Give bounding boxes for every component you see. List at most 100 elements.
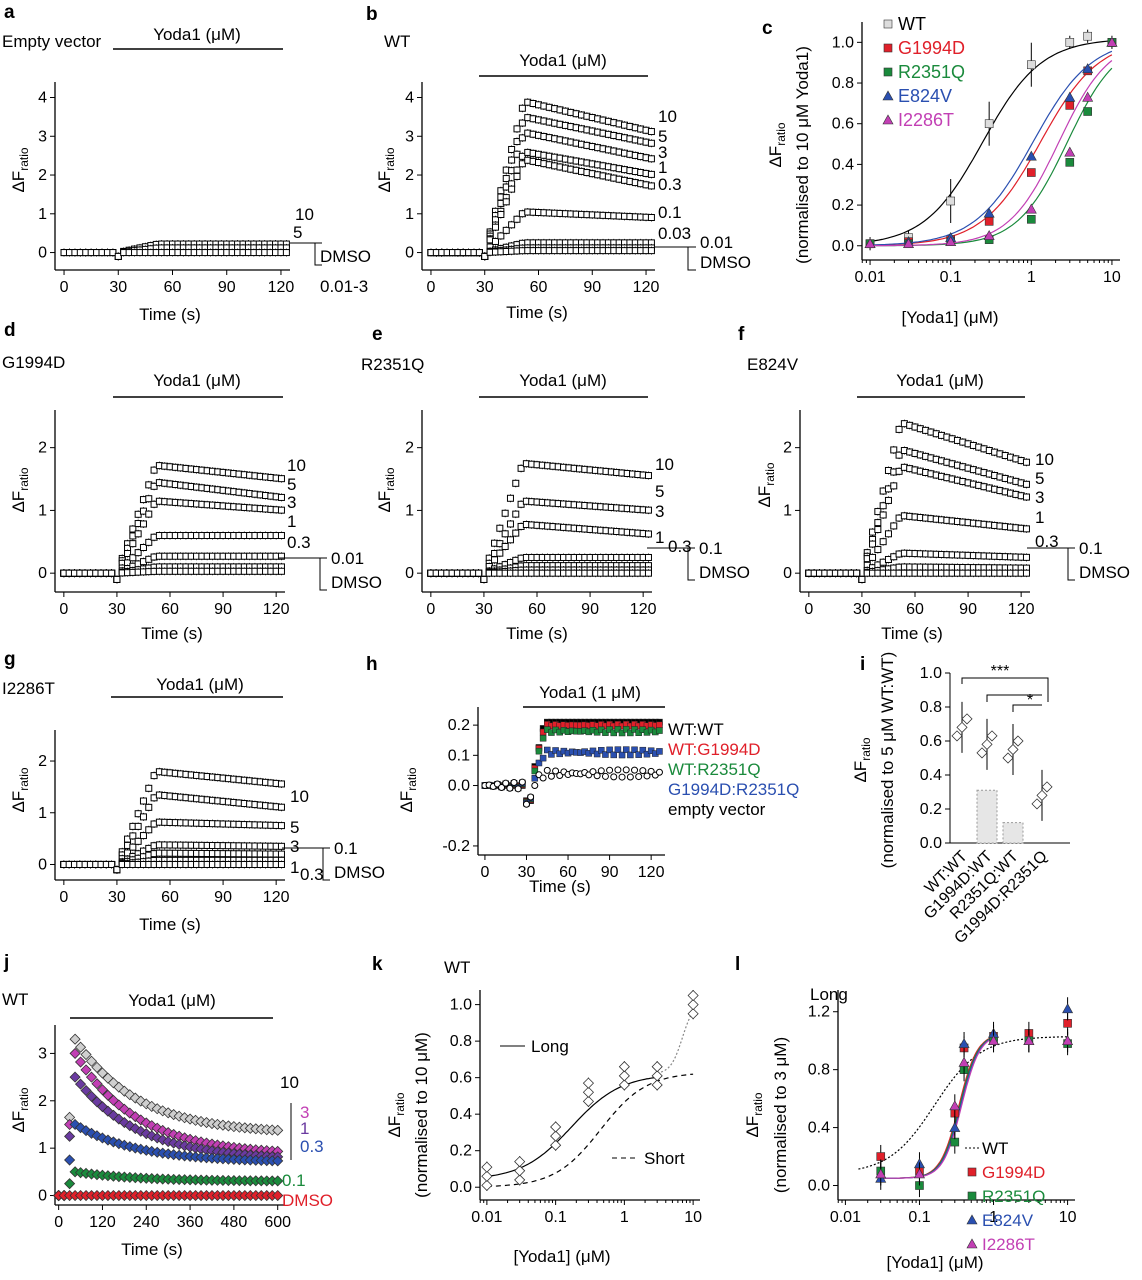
panel-i: i 0.00.20.40.60.81.0WT:WTG1994D:WTR2351Q…: [851, 652, 1070, 947]
panel-i-y-tick-label: 0.6: [920, 733, 942, 750]
panel-h-point: [593, 772, 601, 780]
panel-g-series-labels: 10 53 1 0.3 0.1 DMSO: [282, 787, 385, 884]
panel-j-point: [135, 1114, 147, 1126]
panel-j-point: [157, 1105, 169, 1117]
panel-e-point: [506, 494, 514, 502]
panel-d-point: [129, 540, 137, 548]
panel-k-point: [514, 1165, 526, 1177]
panel-g-dmso: DMSO: [334, 863, 385, 882]
panel-k-point: [514, 1174, 526, 1186]
panel-e-point: [512, 479, 520, 487]
panel-a-label: 10: [295, 205, 314, 224]
panel-b-axes: 0 30 60 90 120 0 1 2 3 4: [405, 82, 659, 296]
panel-h-point: [527, 793, 535, 801]
panel-letter-f: f: [738, 324, 745, 345]
panel-f-axes: 0 30 60 90 120 0 1 2: [783, 410, 1035, 618]
panel-f-point: [1022, 569, 1030, 577]
panel-b-point: [491, 223, 499, 231]
panel-a-x-tick-label: 120: [268, 279, 295, 296]
panel-letter-a: a: [4, 2, 15, 23]
panel-k-fit-tail: [657, 1011, 694, 1074]
panel-e-point: [644, 530, 652, 538]
panel-b-point: [647, 139, 655, 147]
panel-f-x-tick-label: 120: [1008, 601, 1035, 618]
panel-f-point: [858, 575, 866, 583]
panel-b-point: [647, 247, 655, 255]
panel-a-dmso: DMSO: [320, 247, 371, 266]
panel-e-point: [644, 472, 652, 480]
panel-b-point: [513, 138, 521, 146]
panel-i-y-tick-label: 0.2: [920, 801, 942, 818]
panel-d-ylabel: ΔFratio: [9, 467, 31, 512]
panel-e-y-tick-label: 2: [405, 440, 414, 457]
panel-b: b WT Yoda1 (μM) 0 30 60 90 120 0 1 2 3 4 Time (s)…: [366, 4, 751, 322]
panel-i-point: [1007, 743, 1019, 756]
panel-i-hatched-bar: [976, 789, 998, 844]
panel-g-point: [277, 803, 285, 811]
panel-d-label: 0.3: [287, 533, 311, 552]
panel-d-point: [277, 532, 285, 540]
panel-e-x-tick-label: 90: [581, 601, 599, 618]
panel-letter-h: h: [366, 654, 378, 675]
panel-a-y-tick-label: 0: [38, 245, 47, 262]
panel-l-point: [875, 1168, 887, 1179]
panel-h-point: [522, 800, 530, 808]
panel-e-point: [506, 520, 514, 528]
panel-a-y-tick-label: 4: [38, 90, 47, 107]
panel-j-point: [96, 1084, 109, 1096]
panel-e-x-tick-label: 30: [475, 601, 493, 618]
panel-g-point: [145, 803, 153, 811]
panel-e-point: [496, 524, 504, 532]
panel-e-label: 3: [655, 502, 664, 521]
panel-f-point: [879, 511, 887, 519]
panel-g-x-tick-label: 30: [108, 889, 126, 906]
panel-k-point: [651, 1070, 663, 1082]
panel-l-legend-marker: [967, 1191, 977, 1201]
panel-b-point: [491, 237, 499, 245]
panel-c-legend-marker: [883, 19, 893, 29]
panel-c-point: [1082, 63, 1094, 74]
panel-k-axes: 0.01 0.1 1 10 0.0 0.2 0.4 0.6 0.8 1.0: [450, 989, 702, 1226]
panel-c-legend-marker: [883, 67, 893, 77]
panel-letter-k: k: [372, 954, 383, 975]
panel-i-y-tick-label: 0.4: [920, 767, 942, 784]
panel-c-x-tick-label: 0.01: [854, 269, 885, 286]
panel-j-point: [162, 1107, 174, 1119]
panel-a-x-tick-label: 30: [109, 279, 127, 296]
panel-h-point: [506, 784, 514, 792]
panel-letter-b: b: [366, 4, 378, 25]
panel-g-point: [113, 866, 121, 874]
panel-l-x-tick-label: 0.1: [908, 1209, 930, 1226]
panel-j-point: [129, 1111, 141, 1123]
panel-c-point: [983, 229, 995, 240]
panel-h-x-tick-label: 60: [559, 864, 577, 881]
panel-h-point: [622, 766, 630, 774]
panel-k-point: [651, 1061, 663, 1073]
panel-h-point: [635, 751, 642, 758]
panel-h-point: [531, 782, 539, 790]
panel-d-dmso: DMSO: [331, 573, 382, 592]
panel-c-point: [983, 207, 995, 218]
panel-f-bracket: [1027, 547, 1075, 581]
panel-g-x-tick-label: 0: [59, 889, 68, 906]
panel-j-point: [96, 1101, 109, 1113]
panel-g-bracket: [282, 847, 330, 881]
panel-f-dmso: DMSO: [1079, 563, 1130, 582]
panel-a-drug-label: Yoda1 (μM): [153, 25, 241, 44]
panel-h-axes: 0 30 60 90 120 -0.2 0.0 0.1 0.2: [442, 707, 665, 881]
panel-c-point: [1065, 158, 1075, 167]
panel-l-x-tick-label: 10: [1059, 1209, 1077, 1226]
panel-h-point: [544, 746, 551, 754]
panel-c-point: [1082, 91, 1094, 102]
panel-h-point: [589, 768, 597, 776]
panel-f-point: [895, 425, 903, 433]
panel-c-point: [1106, 36, 1118, 47]
panel-d-low: 0.01: [331, 549, 364, 568]
panel-h-point: [593, 750, 601, 758]
panel-a-xlabel: Time (s): [139, 305, 201, 324]
panel-d-label: 1: [287, 512, 296, 531]
panel-g-point: [139, 797, 147, 805]
panel-j-point: [140, 1128, 152, 1140]
panel-g-xlabel: Time (s): [139, 915, 201, 934]
